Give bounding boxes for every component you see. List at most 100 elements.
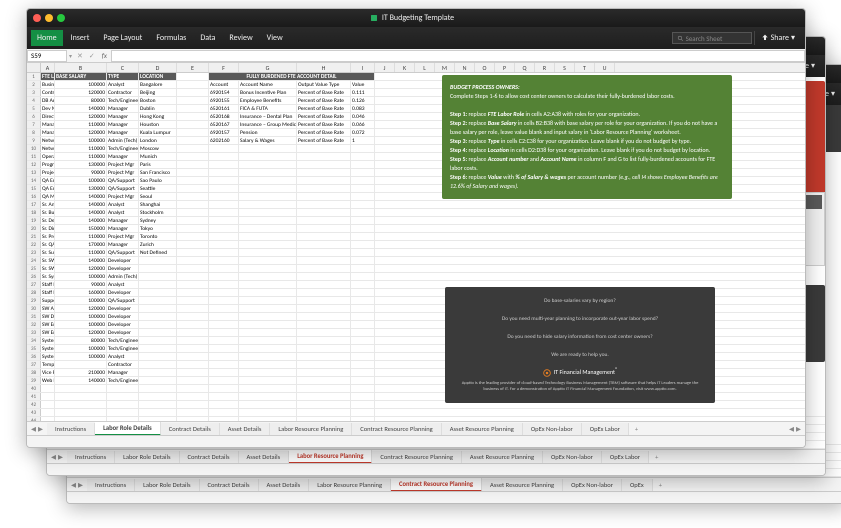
tab-labor-role[interactable]: Labor Role Details <box>115 451 179 463</box>
tab-labor-role[interactable]: Labor Role Details <box>95 422 161 436</box>
menu-formulas[interactable]: Formulas <box>150 30 192 46</box>
tab-asset-resource[interactable]: Asset Resource Planning <box>462 451 543 463</box>
close-icon[interactable] <box>33 14 41 22</box>
add-sheet-icon[interactable]: + <box>653 479 668 491</box>
col-header[interactable]: K <box>395 63 415 72</box>
col-header[interactable]: A <box>41 63 55 72</box>
tab-instructions[interactable]: Instructions <box>67 451 115 463</box>
table-row: 26 Sr. Systems Admin 100000 Admin (Tech) <box>27 273 805 281</box>
tab-contract-resource[interactable]: Contract Resource Planning <box>391 478 482 492</box>
tab-contract-resource[interactable]: Contract Resource Planning <box>372 451 461 463</box>
tab-labor-resource[interactable]: Labor Resource Planning <box>270 423 352 435</box>
menu-data[interactable]: Data <box>194 30 221 46</box>
ribbon: Home Insert Page Layout Formulas Data Re… <box>27 27 805 49</box>
scroll-right-icon[interactable]: ▶ <box>796 425 801 433</box>
sheet-tabs: ◀▶ Instructions Labor Role Details Contr… <box>67 477 841 491</box>
menu-home[interactable]: Home <box>31 30 63 46</box>
tab-next-icon[interactable]: ▶ <box>58 453 63 461</box>
menu-view[interactable]: View <box>261 30 289 46</box>
formula-bar: S59 ▾ ✕ ✓ fx <box>27 49 805 63</box>
add-sheet-icon[interactable]: + <box>629 423 644 435</box>
sheet-tabs: ◀▶ Instructions Labor Role Details Contr… <box>47 449 825 463</box>
col-header[interactable]: C <box>107 63 139 72</box>
col-header[interactable]: O <box>475 63 495 72</box>
tab-contract-details[interactable]: Contract Details <box>200 479 259 491</box>
status-bar <box>27 435 805 447</box>
formula-input[interactable] <box>111 50 805 62</box>
tab-labor-role[interactable]: Labor Role Details <box>135 479 199 491</box>
add-sheet-icon[interactable]: + <box>649 451 664 463</box>
select-all-corner[interactable] <box>27 63 41 72</box>
tab-prev-icon[interactable]: ◀ <box>71 481 76 489</box>
tab-labor-resource[interactable]: Labor Resource Planning <box>309 479 391 491</box>
col-header[interactable]: J <box>375 63 395 72</box>
titlebar: IT Budgeting Template <box>27 9 805 27</box>
col-header[interactable]: H <box>297 63 351 72</box>
col-header[interactable]: S <box>555 63 575 72</box>
maximize-icon[interactable] <box>57 14 65 22</box>
col-header[interactable]: M <box>435 63 455 72</box>
table-row: 23 Sr. Support Engineer 110000 QA/Suppor… <box>27 249 805 257</box>
col-header[interactable]: D <box>139 63 177 72</box>
tab-prev-icon[interactable]: ◀ <box>31 425 36 433</box>
col-header[interactable]: T <box>575 63 595 72</box>
col-header[interactable]: L <box>415 63 435 72</box>
tab-opex-nonlabor[interactable]: OpEx Non-labor <box>523 423 582 435</box>
tab-opex-labor[interactable]: OpEx Labor <box>582 423 629 435</box>
table-row: 22 Sr. QA Manager 170000 Manager Zurich <box>27 241 805 249</box>
brand-icon <box>542 368 552 378</box>
tab-asset-details[interactable]: Asset Details <box>259 479 310 491</box>
table-row: 19 Sr. Dev Manager 140000 Manager Sydney <box>27 217 805 225</box>
spreadsheet-grid[interactable]: 1 FTE LABOR ROLE BASE SALARY TYPE LOCATI… <box>27 73 805 423</box>
col-header[interactable]: Q <box>515 63 535 72</box>
table-row: 24 Sr. SW Architect 140000 Developer <box>27 257 805 265</box>
col-header[interactable]: R <box>535 63 555 72</box>
table-row: 25 Sr. SW Engineer 120000 Developer <box>27 265 805 273</box>
menu-review[interactable]: Review <box>223 30 258 46</box>
tab-contract-details[interactable]: Contract Details <box>161 423 220 435</box>
col-header[interactable]: P <box>495 63 515 72</box>
tab-contract-resource[interactable]: Contract Resource Planning <box>352 423 441 435</box>
tab-instructions[interactable]: Instructions <box>47 423 95 435</box>
table-row: 17 Sr. Analyst 140000 Analyst Shanghai <box>27 201 805 209</box>
table-row: 20 Sr. Director 150000 Manager Tokyo <box>27 225 805 233</box>
col-header[interactable]: I <box>351 63 375 72</box>
search-icon <box>677 35 684 42</box>
menu-insert[interactable]: Insert <box>65 30 96 46</box>
tab-asset-resource[interactable]: Asset Resource Planning <box>442 423 523 435</box>
tab-asset-resource[interactable]: Asset Resource Planning <box>482 479 563 491</box>
minimize-icon[interactable] <box>45 14 53 22</box>
name-box[interactable]: S59 <box>27 50 67 62</box>
tab-opex-labor[interactable]: OpEx Labor <box>602 451 649 463</box>
tab-next-icon[interactable]: ▶ <box>38 425 43 433</box>
status-bar <box>67 491 841 503</box>
menu-page-layout[interactable]: Page Layout <box>97 30 148 46</box>
column-headers: A B C D E F G H I J K L M N O P Q R S T … <box>27 63 805 73</box>
tab-opex-labor[interactable]: OpEx <box>622 479 653 491</box>
sheet-tabs: ◀▶ Instructions Labor Role Details Contr… <box>27 421 805 435</box>
green-instruction-panel: BUDGET PROCESS OWNERS: Complete Steps 1-… <box>442 75 732 199</box>
scroll-left-icon[interactable]: ◀ <box>789 425 794 433</box>
window-title: IT Budgeting Template <box>65 13 759 23</box>
table-row: 21 Sr. Project Manager 110000 Project Mg… <box>27 233 805 241</box>
tab-opex-nonlabor[interactable]: OpEx Non-labor <box>563 479 622 491</box>
tab-prev-icon[interactable]: ◀ <box>51 453 56 461</box>
tab-next-icon[interactable]: ▶ <box>78 481 83 489</box>
col-header[interactable]: G <box>239 63 297 72</box>
tab-asset-details[interactable]: Asset Details <box>239 451 290 463</box>
col-header[interactable]: B <box>55 63 107 72</box>
col-header[interactable]: U <box>595 63 615 72</box>
dark-info-panel: Do base-salaries vary by region? Do you … <box>445 287 715 403</box>
tab-contract-details[interactable]: Contract Details <box>180 451 239 463</box>
spreadsheet-window-main: IT Budgeting Template Home Insert Page L… <box>26 8 806 448</box>
tab-asset-details[interactable]: Asset Details <box>220 423 271 435</box>
tab-labor-resource[interactable]: Labor Resource Planning <box>289 450 372 464</box>
tab-instructions[interactable]: Instructions <box>87 479 135 491</box>
share-button[interactable]: Share ▾ <box>754 31 801 45</box>
col-header[interactable]: N <box>455 63 475 72</box>
col-header[interactable]: E <box>177 63 209 72</box>
search-input[interactable]: Search Sheet <box>672 32 752 44</box>
col-header[interactable]: F <box>209 63 239 72</box>
status-bar <box>47 463 825 475</box>
tab-opex-nonlabor[interactable]: OpEx Non-labor <box>543 451 602 463</box>
